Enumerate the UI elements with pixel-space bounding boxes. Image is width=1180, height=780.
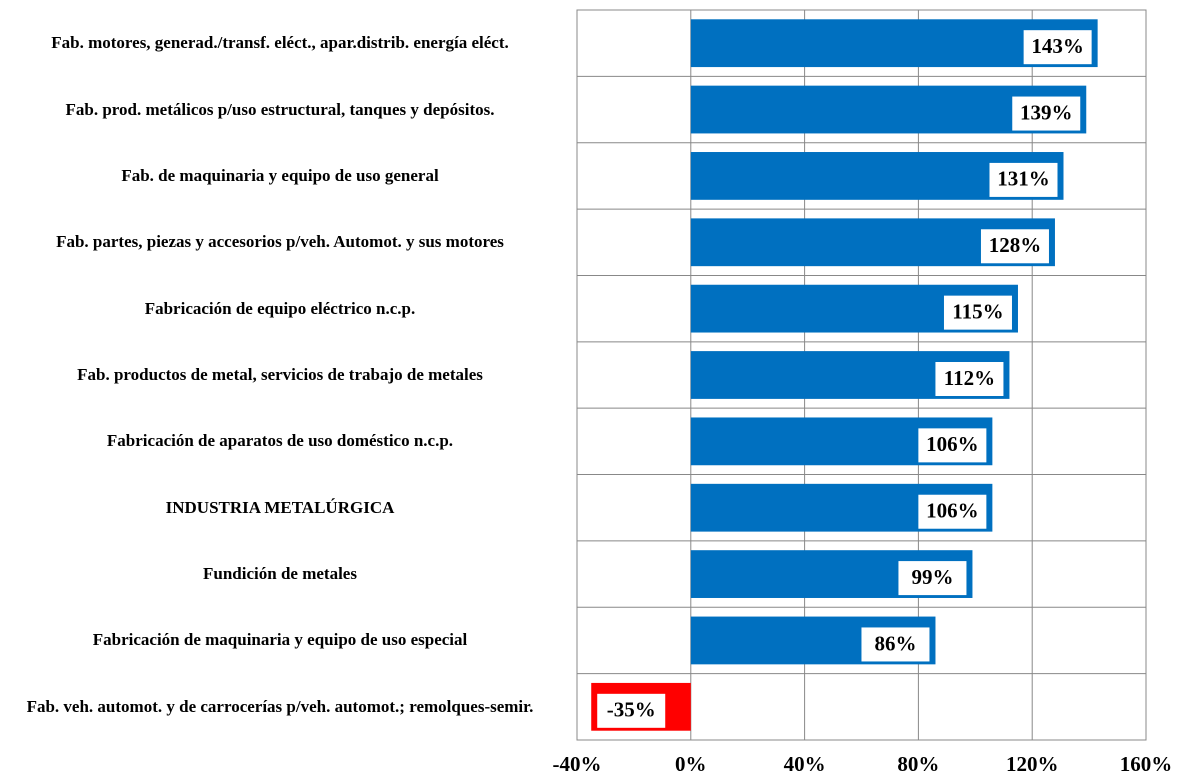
category-label: Fab. productos de metal, servicios de tr… xyxy=(77,365,483,384)
category-label: Fabricación de equipo eléctrico n.c.p. xyxy=(144,298,416,318)
category-label: Fab. veh. automot. y de carrocerías p/ve… xyxy=(26,696,534,716)
value-label-box xyxy=(918,494,987,529)
value-label-box xyxy=(1012,96,1081,131)
value-label-box xyxy=(935,362,1004,396)
x-tick-label: 80% xyxy=(897,752,939,776)
value-label: 106% xyxy=(926,499,979,523)
value-label-box xyxy=(980,229,1049,264)
category-label: Fab. de maquinaria y equipo de uso gener… xyxy=(121,165,439,185)
value-label: 86% xyxy=(874,631,916,655)
value-label: 112% xyxy=(944,366,995,390)
value-label-box xyxy=(898,561,967,596)
value-label-box xyxy=(943,295,1012,330)
value-label-box xyxy=(1023,30,1092,65)
value-label: 106% xyxy=(926,432,979,456)
value-label: 131% xyxy=(997,167,1050,191)
value-label-box xyxy=(918,428,987,463)
x-tick-label: -40% xyxy=(553,752,602,776)
x-tick-label: 160% xyxy=(1120,752,1173,776)
value-label-box xyxy=(989,162,1058,197)
category-label: INDUSTRIA METALÚRGICA xyxy=(165,497,395,517)
category-label: Fabricación de aparatos de uso doméstico… xyxy=(106,431,454,451)
category-label: Fab. prod. metálicos p/uso estructural, … xyxy=(65,99,495,119)
value-label: 143% xyxy=(1031,34,1084,58)
value-label: -35% xyxy=(607,698,656,722)
category-label: Fab. motores, generad./transf. eléct., a… xyxy=(51,33,509,53)
value-label: 115% xyxy=(952,299,1003,323)
category-label: Fabricación de maquinaria y equipo de us… xyxy=(92,630,468,650)
category-label: Fundición de metales xyxy=(203,564,357,584)
value-label: 128% xyxy=(989,233,1042,257)
x-tick-label: 40% xyxy=(784,752,826,776)
value-label-box xyxy=(597,693,666,728)
x-tick-label: 120% xyxy=(1006,752,1059,776)
category-label: Fab. partes, piezas y accesorios p/veh. … xyxy=(56,232,504,252)
x-tick-label: 0% xyxy=(675,752,707,776)
value-label: 139% xyxy=(1020,100,1073,124)
value-label-box xyxy=(861,627,930,662)
value-label: 99% xyxy=(911,565,953,589)
